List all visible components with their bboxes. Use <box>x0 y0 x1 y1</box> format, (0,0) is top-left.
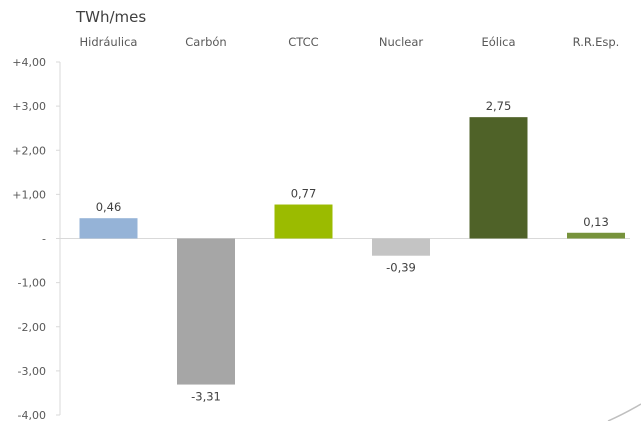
bar <box>177 238 235 385</box>
data-label: 0,46 <box>96 200 122 214</box>
y-tick-label: +3,00 <box>12 100 46 113</box>
y-tick-label: -1,00 <box>18 277 46 290</box>
category-label: Eólica <box>481 35 515 49</box>
category-label: Nuclear <box>379 35 424 49</box>
data-labels: 0,46 -3,31 0,77 -0,39 2,75 0,13 <box>96 99 609 403</box>
y-tick-label: +2,00 <box>12 144 46 157</box>
category-label: CTCC <box>288 35 318 49</box>
y-tick-label: +1,00 <box>12 188 46 201</box>
corner-decoration <box>607 403 641 421</box>
y-tick-label: -4,00 <box>18 409 46 421</box>
bar <box>79 218 138 239</box>
data-label: 0,77 <box>291 187 317 201</box>
data-label: 0,13 <box>583 215 609 229</box>
data-label: -0,39 <box>386 261 416 275</box>
data-label: 2,75 <box>486 99 512 113</box>
bars <box>79 117 625 385</box>
bar <box>469 117 528 239</box>
y-tick-label: -2,00 <box>18 321 46 334</box>
bar <box>567 232 625 239</box>
y-tick-label: - <box>42 233 46 246</box>
bar <box>372 238 430 256</box>
y-tick-label: -3,00 <box>18 365 46 378</box>
category-label: R.R.Esp. <box>573 35 620 49</box>
category-label: Carbón <box>185 35 226 49</box>
category-labels: Hidráulica Carbón CTCC Nuclear Eólica R.R.Esp… <box>80 35 620 49</box>
bar <box>274 204 333 239</box>
unit-label: TWh/mes <box>75 8 146 26</box>
data-label: -3,31 <box>191 390 221 404</box>
y-tick-label: +4,00 <box>12 56 46 69</box>
y-axis: +4,00 +3,00 +2,00 +1,00 - -1,00 -2,00 -3,00 -4,0… <box>12 56 630 421</box>
category-label: Hidráulica <box>80 35 138 49</box>
